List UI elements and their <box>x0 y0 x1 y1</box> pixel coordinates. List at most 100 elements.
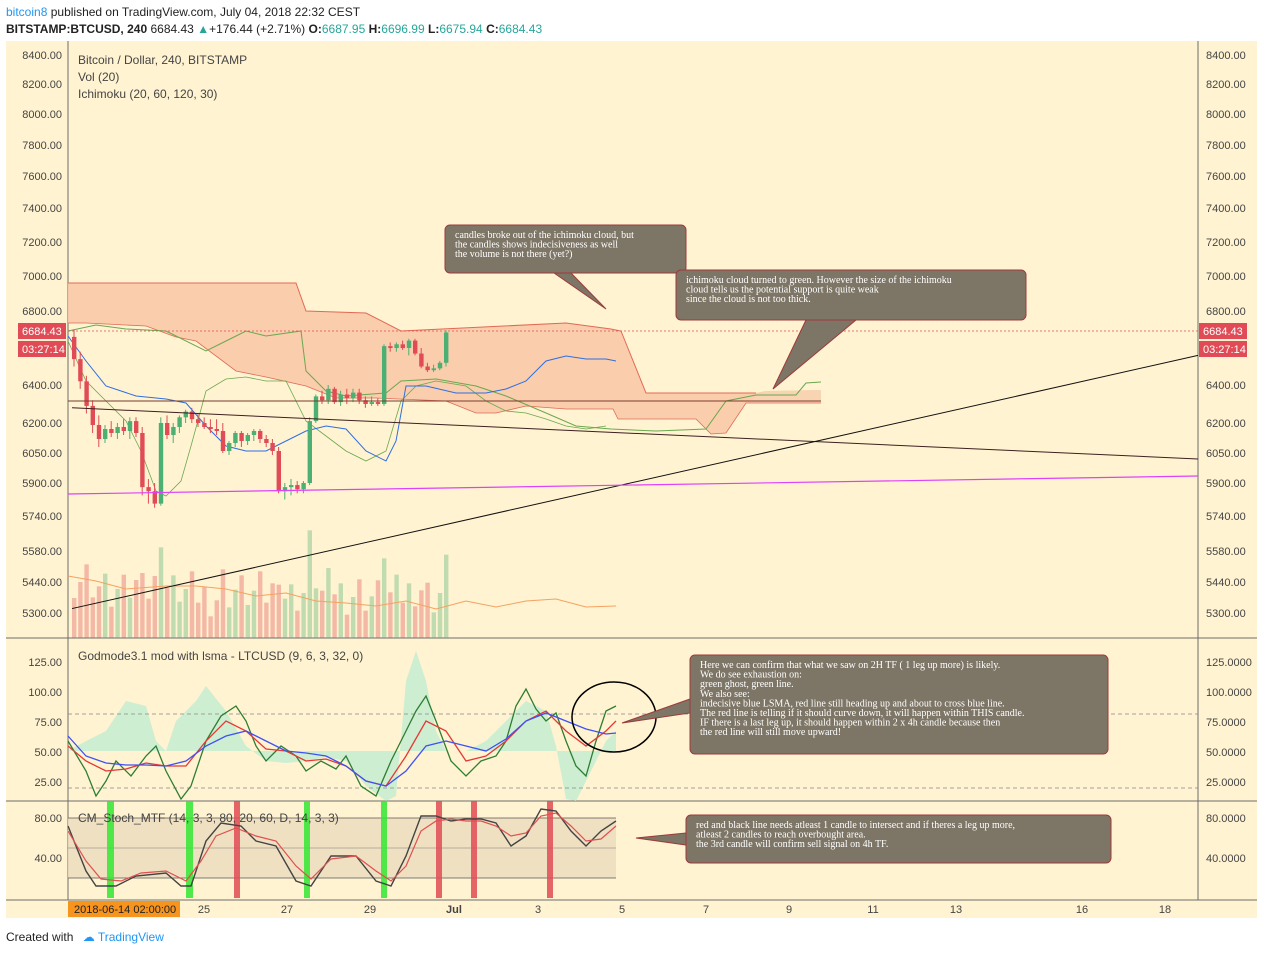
godmode-axis-left: 125.00 100.00 75.00 50.00 25.00 <box>28 657 62 789</box>
legend-ichimoku[interactable]: Ichimoku (20, 60, 120, 30) <box>78 87 217 101</box>
chart-background <box>6 41 1257 918</box>
candle-body <box>289 485 294 488</box>
price-tag-right <box>1199 323 1247 339</box>
open-label: O: <box>308 22 322 36</box>
candle-body <box>444 332 449 363</box>
candle-body <box>121 427 126 431</box>
price-tick-label: 6200.00 <box>22 418 62 430</box>
candle-body <box>177 417 182 427</box>
price-tag-left-text: 6684.43 <box>22 326 62 338</box>
godmode-legend[interactable]: Godmode3.1 mod with lsma - LTCUSD (9, 6,… <box>78 649 363 663</box>
annotation-text: We do see exhaustion on: <box>700 670 802 681</box>
candle-body <box>295 485 300 490</box>
price-tick-label: 7600.00 <box>22 171 62 183</box>
candle-body <box>251 431 257 435</box>
volume-bar <box>109 606 114 638</box>
candle-body <box>332 388 337 403</box>
price-tick-label: 5900.00 <box>22 478 62 490</box>
volume-bar <box>127 597 133 638</box>
candle-body <box>431 368 436 371</box>
annotation-text: green ghost, green line. <box>700 679 794 690</box>
volume-bar <box>165 588 170 638</box>
legend-symbol[interactable]: Bitcoin / Dollar, 240, BITSTAMP <box>78 53 247 67</box>
candle-body <box>307 421 312 483</box>
annotation-text: the candles shows indecisiveness as well <box>455 240 618 251</box>
price-tick-label: 8400.00 <box>1206 50 1246 62</box>
godmode-tick-label: 75.0000 <box>1206 717 1246 729</box>
candle-body <box>196 419 201 423</box>
tradingview-brand-link[interactable]: ☁ TradingView <box>83 930 164 944</box>
candle-body <box>326 388 331 401</box>
candle-body <box>394 344 399 348</box>
volume-bar <box>270 583 275 638</box>
price-tick-label: 6050.00 <box>1206 448 1246 460</box>
stoch-tick-label: 80.00 <box>34 813 62 825</box>
volume-bar <box>400 602 405 638</box>
price-tick-label: 6400.00 <box>22 380 62 392</box>
stoch-tick-label: 40.0000 <box>1206 853 1246 865</box>
candle-body <box>233 433 238 443</box>
volume-bar <box>183 589 188 638</box>
time-tick-label: 9 <box>786 904 792 916</box>
volume-bar <box>121 574 126 638</box>
price-tick-label: 8000.00 <box>1206 109 1246 121</box>
candle-body <box>115 427 120 433</box>
price-chart[interactable]: 8400.00 8200.00 8000.00 7800.00 7600.00 7400.… <box>6 41 1257 918</box>
time-tick-label: 18 <box>1159 904 1171 916</box>
volume-bar <box>208 616 213 638</box>
annotation-text: IF there is a last leg up, it should hap… <box>700 718 1000 729</box>
godmode-tick-label: 25.00 <box>34 777 62 789</box>
author-link[interactable]: bitcoin8 <box>6 5 48 19</box>
candle-body <box>214 429 219 431</box>
volume-bar <box>72 598 77 638</box>
candle-body <box>84 381 89 406</box>
candle-body <box>425 366 430 371</box>
volume-bar <box>382 558 387 638</box>
godmode-tick-label: 75.00 <box>34 717 62 729</box>
stoch-tick-label: 80.0000 <box>1206 813 1246 825</box>
candle-body <box>146 487 151 492</box>
candle-body <box>282 487 288 492</box>
stoch-tick-label: 40.00 <box>34 853 62 865</box>
time-tick-label: 7 <box>703 904 709 916</box>
volume-bar <box>363 610 368 638</box>
countdown-tag-left <box>18 341 66 357</box>
volume-bar <box>344 614 350 638</box>
volume-bar <box>227 607 232 638</box>
annotation-text: the volume is not there (yet?) <box>455 249 572 260</box>
trendline <box>71 354 1199 610</box>
volume-bar <box>351 597 356 638</box>
candle-body <box>127 421 133 431</box>
godmode-tick-label: 25.0000 <box>1206 777 1246 789</box>
price-tick-label: 7200.00 <box>22 237 62 249</box>
stoch-legend[interactable]: CM_Stoch_MTF (14, 3, 3, 80, 20, 60, D, 1… <box>78 811 339 825</box>
volume-bar <box>264 602 269 638</box>
legend-volume[interactable]: Vol (20) <box>78 70 119 84</box>
volume-bar <box>289 584 294 638</box>
low-label: L: <box>428 22 440 36</box>
price-tick-label: 7000.00 <box>22 271 62 283</box>
annotation-box <box>444 224 687 274</box>
volume-bar <box>437 593 443 638</box>
created-with-text: Created with <box>6 930 74 944</box>
price-tick-label: 7200.00 <box>1206 237 1246 249</box>
volume-ma-line <box>67 575 617 610</box>
last-price: 6684.43 <box>150 22 194 36</box>
candle-body <box>363 400 368 404</box>
candle-body <box>220 431 226 451</box>
candle-body <box>189 411 195 420</box>
volume-bar <box>214 600 219 638</box>
candle-body <box>382 346 387 404</box>
price-tick-label: 8200.00 <box>22 79 62 91</box>
volume-bar <box>301 593 306 638</box>
stoch-panel <box>67 801 617 898</box>
godmode-tick-label: 125.00 <box>28 657 62 669</box>
volume-bar <box>307 530 312 638</box>
annotation-text: cloud tells us the potential support is … <box>686 285 879 296</box>
volume-bar <box>152 576 157 638</box>
price-axis-right: 8400.00 8200.00 8000.00 7800.00 7600.00 7400.… <box>1206 50 1246 620</box>
stoch-axis-left: 80.00 40.00 <box>34 813 62 865</box>
volume-bar <box>406 583 412 638</box>
volume-bar <box>78 582 83 638</box>
candle-body <box>183 411 188 418</box>
